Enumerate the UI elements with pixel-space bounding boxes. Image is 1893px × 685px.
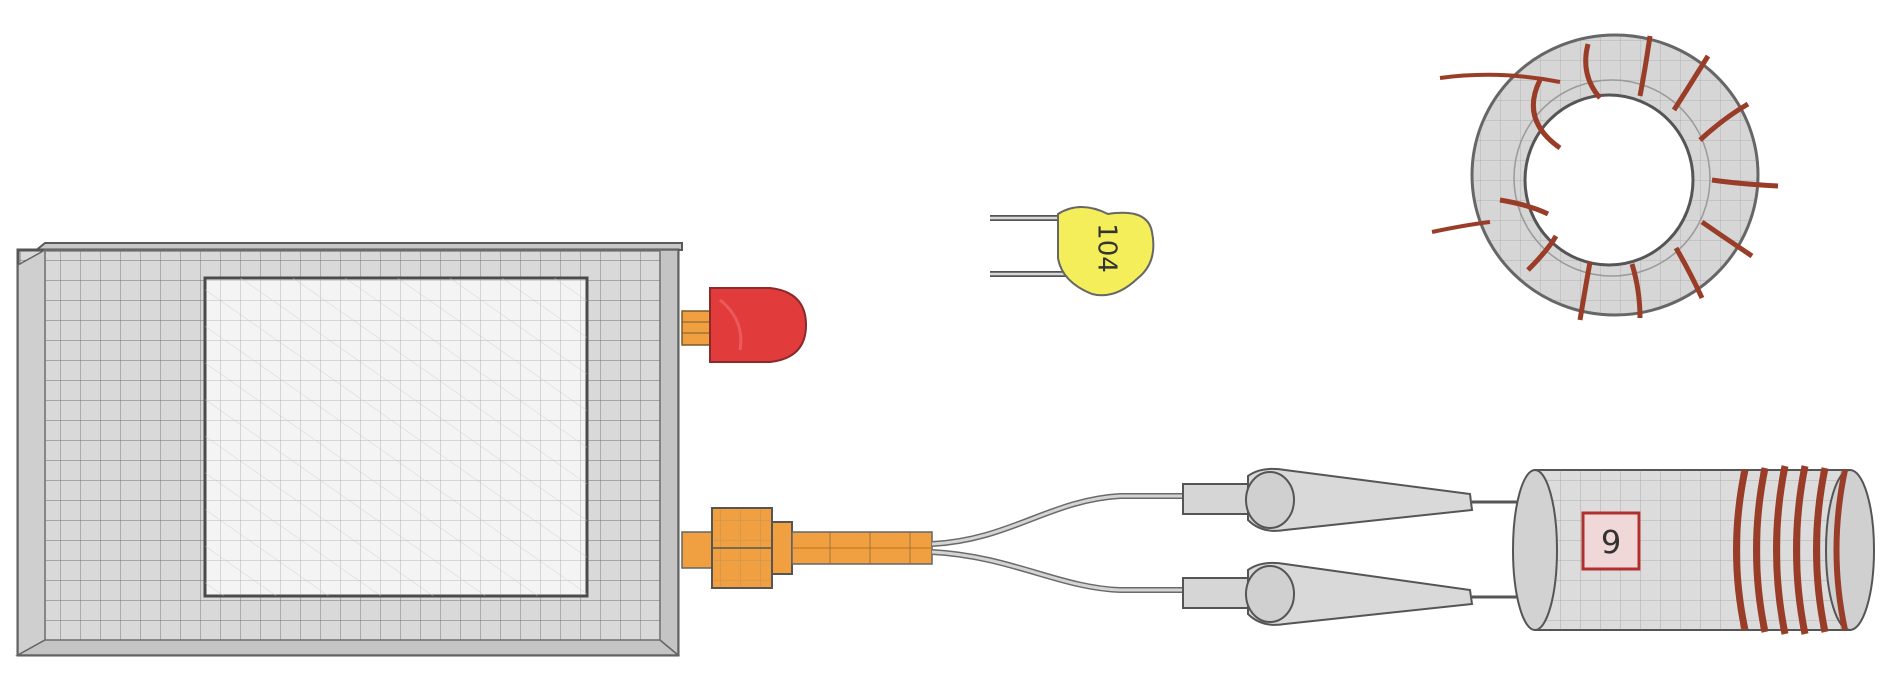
component-tester-icon <box>15 242 683 657</box>
red-led-icon <box>681 287 808 363</box>
wound-coil-inductor-icon: 6 <box>1512 465 1875 635</box>
toroid-inductor-icon <box>1431 33 1779 321</box>
test-lead-wires <box>931 493 1185 593</box>
inductor-marking: 6 <box>1601 522 1621 560</box>
ceramic-capacitor-icon: 104 <box>990 206 1155 297</box>
test-probe-clips-icon <box>1182 467 1532 626</box>
display-screen <box>203 276 589 598</box>
capacitor-marking: 104 <box>1092 223 1122 273</box>
test-lead-connector <box>681 507 933 589</box>
